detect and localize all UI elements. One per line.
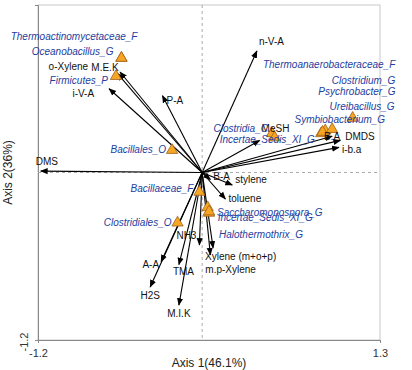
arrow-label: i-b.a <box>342 144 362 155</box>
species-label: Incertae_Sedis_XI_G <box>220 134 315 145</box>
arrow-label: A-A <box>142 259 159 270</box>
x-tick: 1.3 <box>373 340 388 359</box>
arrow <box>41 171 202 172</box>
arrow-label: m.p-Xylene <box>205 264 256 275</box>
arrow <box>202 51 257 172</box>
y-axis-title: Axis 2(36%) <box>1 140 15 205</box>
x-tick-mark <box>380 340 381 343</box>
chart: -1.2 1.3 -1.2 Axis 1(46.1%) Axis 2(36%) n-V-A… <box>0 0 412 370</box>
arrow-label: n-V-A <box>259 36 284 47</box>
arrow-label: M.I.K <box>167 308 191 319</box>
arrow-label: NH3 <box>176 230 196 241</box>
species-label: Symbiobacterium_G <box>295 114 386 125</box>
x-axis-line <box>39 341 381 344</box>
arrow-label: H2S <box>140 290 160 301</box>
arrow-label: toluene <box>228 193 261 204</box>
arrow-label: Xylene (m+o+p) <box>205 251 276 262</box>
arrow-label: B-A <box>213 171 230 182</box>
species-point <box>172 216 183 226</box>
x-tick-label: -1.2 <box>29 347 48 359</box>
species-label: Thermoanaerobacteraceae_F <box>263 59 396 70</box>
arrow-label: TMA <box>173 266 194 277</box>
species-label: Bacillaceae_F <box>131 183 195 194</box>
arrow-label: DMS <box>36 156 59 167</box>
arrow-label: B.A <box>324 131 340 142</box>
arrow-label: stylene <box>235 174 267 185</box>
species-label: Incertae_Sedis_XI_G <box>218 212 313 223</box>
species-point <box>116 52 127 62</box>
x-axis-title: Axis 1(46.1%) <box>172 356 247 370</box>
arrow <box>117 73 202 172</box>
arrow <box>109 89 202 173</box>
species-label: Oceanobacillus_G <box>32 46 114 57</box>
arrow-label: DMDS <box>345 131 375 142</box>
species-label: Bacillales_O <box>110 144 166 155</box>
arrow-label: P-A <box>166 95 183 106</box>
arrow-label: i-V-A <box>72 88 94 99</box>
arrow <box>202 147 339 172</box>
y-tick-mark <box>35 340 38 341</box>
arrow <box>162 96 202 173</box>
species-label: Thermoactinomycetaceae_F <box>11 31 139 42</box>
x-tick-label: 1.3 <box>373 347 388 359</box>
origin-hline <box>38 172 380 173</box>
arrow-label: o-Xylene <box>49 61 89 72</box>
species-point <box>203 205 214 215</box>
species-label: Psychrobacter_G <box>318 86 395 97</box>
species-point <box>166 144 177 154</box>
arrow-label: M.E.K <box>91 62 119 73</box>
species-label: Firmicutes_P <box>50 75 109 86</box>
arrow <box>202 140 340 172</box>
species-point <box>116 52 127 62</box>
y-tick: -1.2 <box>18 333 38 352</box>
y-axis: -1.2 <box>18 6 39 352</box>
y-tick-label: -1.2 <box>18 333 30 352</box>
labels: n-V-Ao-XyleneM.E.Ki-V-AP-AMeSHB.ADMDSi-b… <box>11 31 396 319</box>
x-tick: -1.2 <box>29 340 48 359</box>
species-label: Halothermothrix_G <box>219 229 303 240</box>
marks <box>41 51 359 305</box>
species-label: Clostridiales_O <box>104 217 172 228</box>
species-label: Ureibacillus_G <box>330 101 395 112</box>
species-label: Clostridium_G <box>332 75 396 86</box>
species-point <box>194 186 205 196</box>
